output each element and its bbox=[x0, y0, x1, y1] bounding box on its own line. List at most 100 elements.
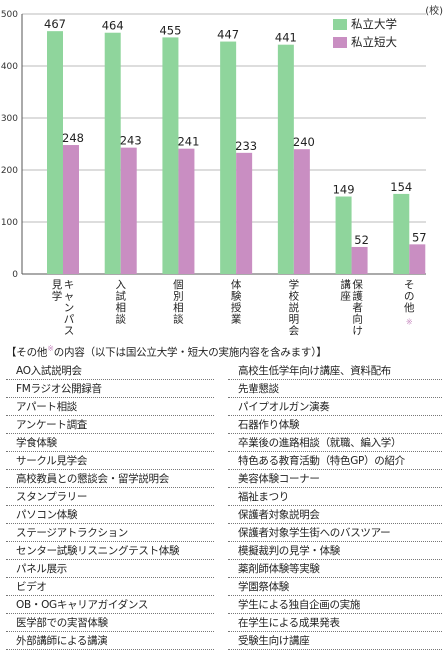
row-separator bbox=[228, 649, 442, 650]
note-item: 模擬裁判の見学・体験 bbox=[238, 545, 340, 557]
data-label: 248 bbox=[62, 131, 84, 145]
note-item: 高校教員との懇談会・留学説明会 bbox=[16, 473, 169, 485]
bar bbox=[178, 148, 195, 274]
row-separator bbox=[6, 469, 214, 470]
row-separator bbox=[228, 523, 442, 524]
row-separator bbox=[6, 451, 214, 452]
row-separator bbox=[228, 487, 442, 488]
row-separator bbox=[228, 631, 442, 632]
x-tick-mark: ※ bbox=[406, 318, 413, 327]
x-tick-label: キャンパス見学 bbox=[52, 279, 75, 337]
row-separator bbox=[6, 379, 214, 380]
note-item: パソコン体験 bbox=[16, 509, 78, 521]
note-item: ステージアトラクション bbox=[16, 527, 128, 539]
note-item: 外部講師による講演 bbox=[16, 635, 108, 647]
bar bbox=[162, 37, 179, 275]
note-item: AO入試説明会 bbox=[16, 365, 82, 377]
note-item: 石器作り体験 bbox=[238, 419, 300, 431]
row-separator bbox=[6, 613, 214, 614]
y-tick-label: 400 bbox=[1, 62, 18, 72]
note-item: OB・OGキャリアガイダンス bbox=[16, 599, 149, 611]
row-separator bbox=[6, 415, 214, 416]
data-label: 455 bbox=[159, 23, 181, 37]
row-separator bbox=[228, 451, 442, 452]
note-item: 薬剤師体験等実験 bbox=[238, 563, 320, 575]
note-item: 卒業後の進路相談（就職、編入学） bbox=[238, 437, 402, 449]
data-label: 52 bbox=[354, 233, 369, 247]
data-label: 240 bbox=[293, 135, 315, 149]
note-title: 【その他※の内容（以下は国公立大学・短大の実施内容を含みます）】 bbox=[6, 344, 327, 359]
x-axis: キャンパス見学 入試相談 個別相談 体験授業 学校説明会 保護者向け講座 その他 ※ bbox=[52, 278, 415, 337]
bar bbox=[293, 149, 310, 274]
note-item: センター試験リスニングテスト体験 bbox=[16, 545, 180, 557]
note-item: 先輩懇談 bbox=[238, 383, 279, 395]
row-separator bbox=[6, 523, 214, 524]
bar bbox=[120, 147, 137, 274]
note-item: 福祉まつり bbox=[238, 491, 289, 503]
row-separator bbox=[228, 469, 442, 470]
y-tick-label: 100 bbox=[1, 218, 18, 228]
note-item: 特色ある教育活動（特色GP）の紹介 bbox=[238, 455, 405, 467]
legend-label: 私立大学 bbox=[351, 17, 397, 31]
note-item: 受験生向け講座 bbox=[238, 635, 310, 647]
row-separator bbox=[228, 613, 442, 614]
note-item: FMラジオ公開録音 bbox=[16, 383, 102, 395]
note-item: 美容体験コーナー bbox=[238, 473, 320, 485]
y-tick-label: 0 bbox=[12, 270, 18, 280]
row-separator bbox=[6, 649, 214, 650]
note-item: 高校生低学年向け講座、資料配布 bbox=[238, 365, 391, 377]
note-item: パネル展示 bbox=[16, 563, 67, 575]
row-separator bbox=[228, 595, 442, 596]
x-tick-label: 保護者向け講座 bbox=[340, 278, 363, 337]
row-separator bbox=[228, 505, 442, 506]
x-tick-label: 体験授業 bbox=[231, 279, 242, 326]
note-item: スタンプラリー bbox=[16, 491, 88, 503]
row-separator bbox=[228, 541, 442, 542]
bar bbox=[104, 32, 121, 274]
bar bbox=[351, 246, 368, 274]
note-title-mark: ※ bbox=[47, 344, 54, 353]
row-separator bbox=[6, 505, 214, 506]
y-tick-label: 200 bbox=[1, 166, 18, 176]
data-label: 467 bbox=[44, 17, 66, 31]
bar bbox=[220, 41, 237, 275]
legend-swatch bbox=[333, 37, 347, 48]
row-separator bbox=[6, 595, 214, 596]
unit-label: (校) bbox=[425, 4, 443, 17]
x-tick-label: 学校説明会 bbox=[289, 278, 300, 337]
data-label: 233 bbox=[235, 139, 257, 153]
legend-swatch bbox=[333, 19, 347, 30]
bar bbox=[393, 193, 410, 274]
data-label: 243 bbox=[120, 134, 142, 148]
note-item: パイプオルガン演奏 bbox=[238, 401, 330, 413]
bar bbox=[277, 44, 294, 275]
row-separator bbox=[6, 397, 214, 398]
bar bbox=[63, 145, 79, 274]
y-axis: 0 100 200 300 400 500 bbox=[1, 10, 23, 280]
data-label: 241 bbox=[177, 135, 199, 149]
note-item: 学生による独自企画の実施 bbox=[238, 599, 361, 611]
row-separator bbox=[228, 379, 442, 380]
note-item: 医学部での実習体験 bbox=[16, 617, 108, 629]
data-label: 441 bbox=[275, 31, 297, 45]
note-item: 保護者対象学生街へのバスツアー bbox=[238, 527, 391, 539]
x-tick-label: その他 bbox=[404, 279, 415, 314]
x-tick-label: 個別相談 bbox=[173, 278, 184, 326]
row-separator bbox=[228, 577, 442, 578]
y-tick-label: 300 bbox=[1, 114, 18, 124]
note-item: サークル見学会 bbox=[16, 455, 88, 467]
data-label: 149 bbox=[333, 183, 355, 197]
row-separator bbox=[228, 415, 442, 416]
legend-label: 私立短大 bbox=[351, 35, 397, 49]
note-item: 学園祭体験 bbox=[238, 581, 289, 593]
data-label: 464 bbox=[102, 19, 124, 33]
bars: 467 248 464 243 455 241 447 233 441 240 149 52 154 57 bbox=[44, 17, 427, 275]
note-item: 在学生による成果発表 bbox=[238, 617, 340, 629]
bar bbox=[335, 196, 352, 274]
bar bbox=[236, 152, 253, 274]
row-separator bbox=[6, 487, 214, 488]
note-item: アンケート調査 bbox=[16, 419, 87, 431]
note-item: ビデオ bbox=[16, 581, 47, 593]
note-item: 学食体験 bbox=[16, 437, 57, 449]
